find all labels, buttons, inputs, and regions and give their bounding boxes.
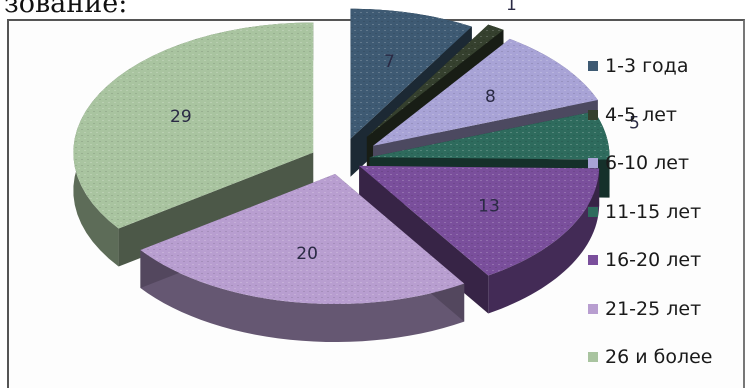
legend-label: 4-5 лет <box>605 103 677 126</box>
pie-slice-6 <box>140 174 465 343</box>
legend-item-6: 21-25 лет <box>588 285 746 334</box>
caption-fragment: зование: <box>4 0 128 19</box>
slice-data-label-4: 5 <box>629 114 640 134</box>
pie-slice-7 <box>73 22 314 267</box>
slice-data-label-7: 29 <box>170 107 192 127</box>
legend-label: 21-25 лет <box>605 297 702 320</box>
slice-data-label-3: 8 <box>485 87 496 107</box>
legend-swatch-icon <box>588 109 598 120</box>
slice-data-label-5: 13 <box>478 196 500 216</box>
legend-item-2: 4-5 лет <box>588 91 746 140</box>
pie-slice-3 <box>373 38 598 184</box>
legend-swatch-icon <box>588 158 598 169</box>
legend-label: 1-3 года <box>605 55 689 78</box>
legend-label: 16-20 лет <box>605 249 702 272</box>
legend-item-4: 11-15 лет <box>588 188 746 237</box>
legend-swatch-icon <box>588 61 598 72</box>
legend-swatch-icon <box>588 303 598 314</box>
legend-item-5: 16-20 лет <box>588 236 746 285</box>
slice-data-label-6: 20 <box>296 244 318 264</box>
legend-item-7: 26 и более <box>588 333 746 382</box>
legend-swatch-icon <box>588 206 598 217</box>
legend-item-3: 6-10 лет <box>588 139 746 188</box>
legend-label: 11-15 лет <box>605 200 702 223</box>
legend-item-1: 1-3 года <box>588 42 746 91</box>
slice-data-label-2: 1 <box>506 0 517 15</box>
legend-swatch-icon <box>588 255 598 266</box>
legend-swatch-icon <box>588 352 598 363</box>
pie-slice-5 <box>359 165 600 314</box>
legend-label: 6-10 лет <box>605 152 690 175</box>
slice-data-label-1: 7 <box>384 52 395 72</box>
chart-legend: 1-3 года 4-5 лет 6-10 лет 11-15 лет 16-20 ле… <box>588 42 746 382</box>
legend-label: 26 и более <box>605 346 713 369</box>
